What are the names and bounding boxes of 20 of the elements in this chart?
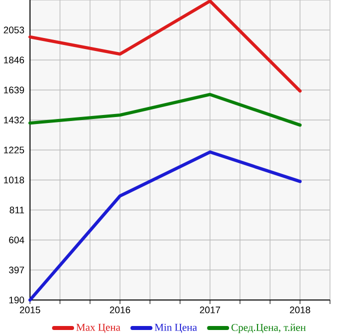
- x-tick-label: 2015: [20, 306, 40, 314]
- y-tick-label: 1225: [4, 146, 24, 154]
- legend-label: Сред.Цена, т.йен: [232, 324, 306, 334]
- y-tick-label: 190: [9, 296, 24, 304]
- line-series: [28, 0, 302, 93]
- line-series: [28, 92, 302, 127]
- y-tick-label: 1639: [4, 86, 24, 94]
- y-tick-label: 397: [8, 266, 24, 274]
- y-tick-label: 2053: [4, 26, 24, 34]
- x-tick-label: 2016: [110, 306, 130, 314]
- y-tick-label: 811: [10, 206, 24, 214]
- y-tick-label: 1846: [4, 56, 24, 64]
- legend-label: Max Цена: [76, 324, 120, 333]
- y-tick-label: 1018: [4, 176, 24, 184]
- x-tick-label: 2018: [290, 306, 310, 314]
- x-tick-label: 2017: [200, 306, 220, 314]
- legend-label: Min Цена: [154, 324, 197, 333]
- y-tick-label: 604: [9, 236, 24, 244]
- y-tick-label: 1432: [4, 116, 24, 124]
- line-series: [28, 150, 302, 302]
